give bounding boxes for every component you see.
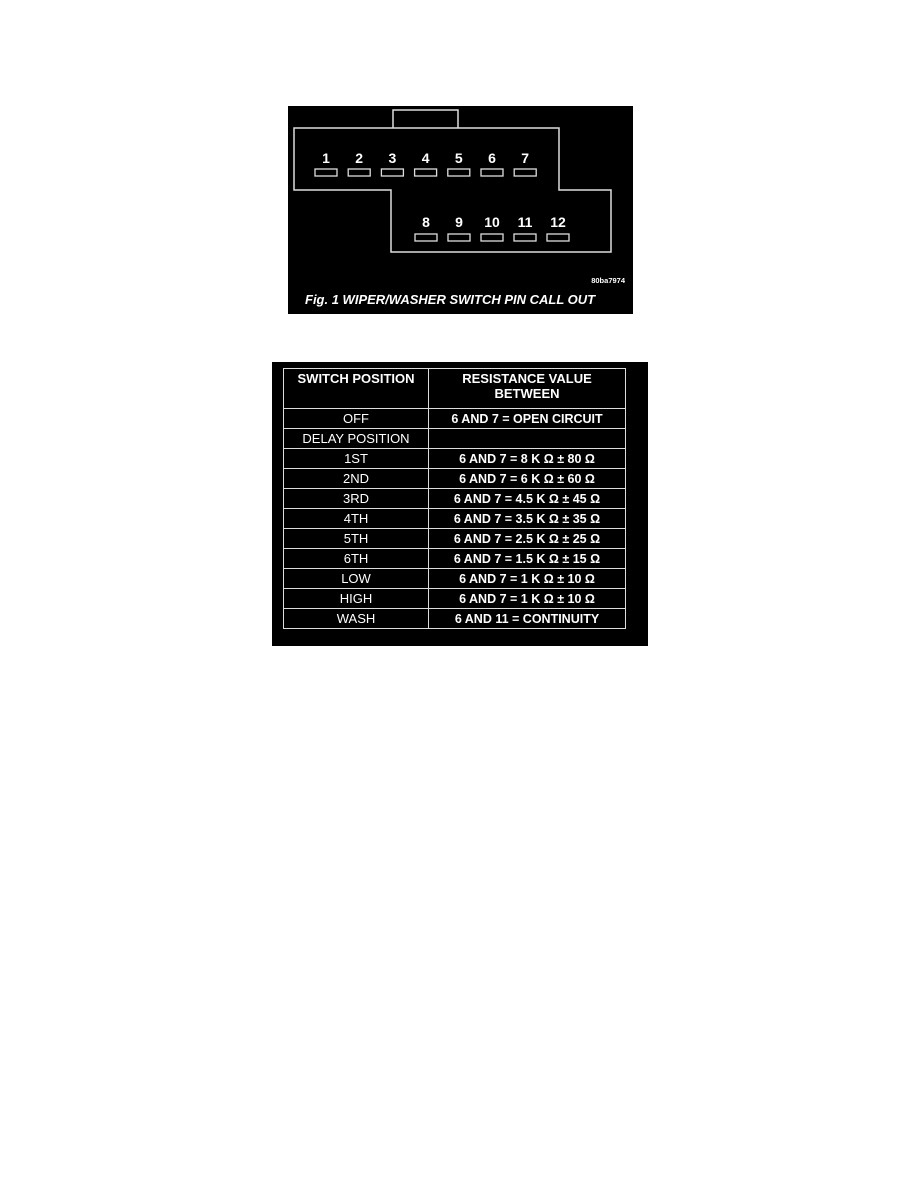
switch-position-cell: 4TH — [283, 508, 429, 529]
switch-position-cell: 2ND — [283, 468, 429, 489]
table-row: WASH 6 AND 11 = CONTINUITY — [283, 608, 626, 629]
wiper-switch-pin-figure: 1 2 3 4 5 6 7 8 9 10 11 12 80ba7974 Fig. 1 WIPER/WA… — [288, 106, 633, 314]
switch-position-cell: LOW — [283, 568, 429, 589]
figure-caption: Fig. 1 WIPER/WASHER SWITCH PIN CALL OUT — [305, 292, 596, 307]
table-row: OFF 6 AND 7 = OPEN CIRCUIT — [283, 408, 626, 429]
pin-number-10: 10 — [484, 214, 500, 230]
header-resistance-value: RESISTANCE VALUE BETWEEN — [428, 368, 626, 409]
resistance-value-cell: 6 AND 7 = 1 K Ω ± 10 Ω — [428, 588, 626, 609]
switch-position-cell: 6TH — [283, 548, 429, 569]
table-row: HIGH 6 AND 7 = 1 K Ω ± 10 Ω — [283, 588, 626, 609]
pin-terminal-9 — [447, 233, 471, 242]
pin-number-2: 2 — [355, 150, 363, 166]
resistance-value-cell: 6 AND 7 = 3.5 K Ω ± 35 Ω — [428, 508, 626, 529]
pin-number-3: 3 — [389, 150, 397, 166]
switch-position-cell: 1ST — [283, 448, 429, 469]
pin-terminal-6 — [480, 168, 504, 177]
pin-terminal-8 — [414, 233, 438, 242]
resistance-value-cell: 6 AND 7 = 1 K Ω ± 10 Ω — [428, 568, 626, 589]
switch-position-cell: 3RD — [283, 488, 429, 509]
header-switch-position: SWITCH POSITION — [283, 368, 429, 409]
pin-terminal-7 — [513, 168, 537, 177]
pin-number-6: 6 — [488, 150, 496, 166]
pin-terminal-10 — [480, 233, 504, 242]
resistance-table: SWITCH POSITION RESISTANCE VALUE BETWEEN… — [283, 368, 626, 629]
switch-position-cell: 5TH — [283, 528, 429, 549]
pin-number-8: 8 — [422, 214, 430, 230]
connector-outline — [293, 127, 612, 253]
resistance-table-figure: SWITCH POSITION RESISTANCE VALUE BETWEEN… — [272, 362, 648, 646]
resistance-value-cell: 6 AND 11 = CONTINUITY — [428, 608, 626, 629]
pin-number-4: 4 — [422, 150, 430, 166]
image-code: 80ba7974 — [591, 276, 626, 285]
pin-number-9: 9 — [455, 214, 463, 230]
table-row: 4TH 6 AND 7 = 3.5 K Ω ± 35 Ω — [283, 508, 626, 529]
resistance-value-cell: 6 AND 7 = OPEN CIRCUIT — [428, 408, 626, 429]
pin-terminal-12 — [546, 233, 570, 242]
pin-number-1: 1 — [322, 150, 330, 166]
resistance-value-cell: 6 AND 7 = 8 K Ω ± 80 Ω — [428, 448, 626, 469]
pin-number-5: 5 — [455, 150, 463, 166]
pin-terminal-2 — [347, 168, 371, 177]
pin-terminal-1 — [314, 168, 338, 177]
table-row: DELAY POSITION — [283, 428, 626, 449]
connector-tab-outline — [392, 109, 459, 128]
switch-position-cell: DELAY POSITION — [283, 428, 429, 449]
pin-number-12: 12 — [550, 214, 566, 230]
resistance-value-cell: 6 AND 7 = 4.5 K Ω ± 45 Ω — [428, 488, 626, 509]
table-row: 2ND 6 AND 7 = 6 K Ω ± 60 Ω — [283, 468, 626, 489]
switch-position-cell: WASH — [283, 608, 429, 629]
resistance-value-cell: 6 AND 7 = 6 K Ω ± 60 Ω — [428, 468, 626, 489]
pin-terminal-3 — [380, 168, 405, 177]
table-row: 6TH 6 AND 7 = 1.5 K Ω ± 15 Ω — [283, 548, 626, 569]
pin-number-11: 11 — [518, 214, 533, 230]
pin-terminal-5 — [447, 168, 471, 177]
connector-diagram: 1 2 3 4 5 6 78 9 10 11 12 80ba7974 Fig. 1 WIPER/WA… — [293, 109, 626, 307]
pin-terminal-11 — [513, 233, 537, 242]
table-row: 3RD 6 AND 7 = 4.5 K Ω ± 45 Ω — [283, 488, 626, 509]
table-row: 5TH 6 AND 7 = 2.5 K Ω ± 25 Ω — [283, 528, 626, 549]
table-row: LOW 6 AND 7 = 1 K Ω ± 10 Ω — [283, 568, 626, 589]
switch-position-cell: HIGH — [283, 588, 429, 609]
table-row: 1ST 6 AND 7 = 8 K Ω ± 80 Ω — [283, 448, 626, 469]
pin-number-7: 7 — [521, 150, 529, 166]
resistance-value-cell — [428, 428, 626, 449]
switch-position-cell: OFF — [283, 408, 429, 429]
pin-terminal-4 — [413, 168, 438, 177]
resistance-value-cell: 6 AND 7 = 2.5 K Ω ± 25 Ω — [428, 528, 626, 549]
resistance-value-cell: 6 AND 7 = 1.5 K Ω ± 15 Ω — [428, 548, 626, 569]
